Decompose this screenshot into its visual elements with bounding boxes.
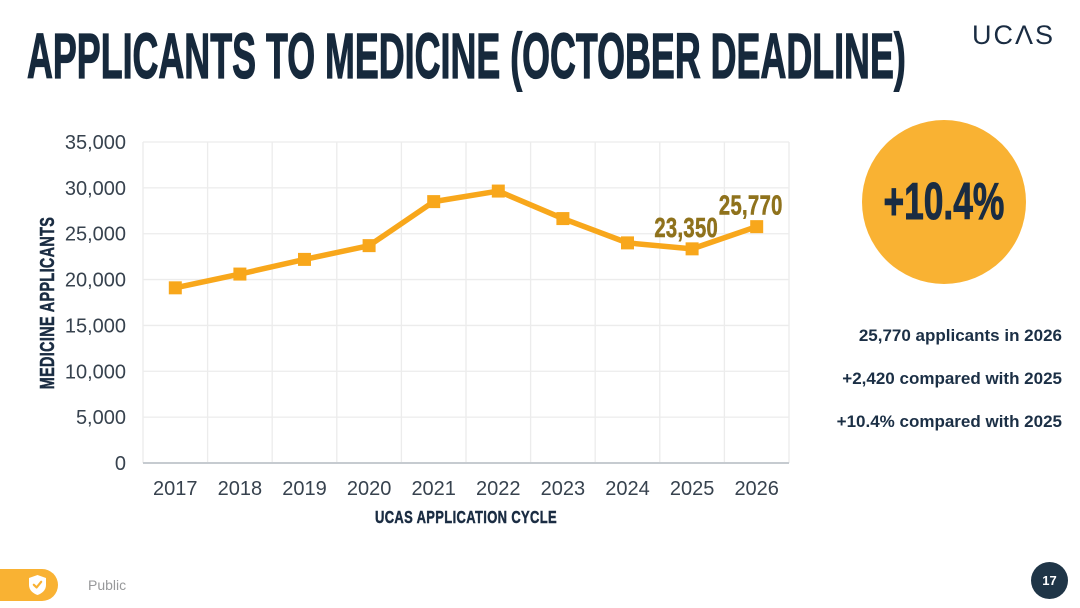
x-tick-label: 2025 xyxy=(670,478,715,500)
y-tick-label: 20,000 xyxy=(65,270,126,292)
y-tick-label: 15,000 xyxy=(65,315,126,337)
x-tick-label: 2023 xyxy=(541,478,586,500)
x-tick-label: 2020 xyxy=(347,478,392,500)
y-tick-label: 25,000 xyxy=(65,224,126,246)
x-tick-label: 2022 xyxy=(476,478,521,500)
x-tick-label: 2017 xyxy=(153,478,198,500)
y-tick-label: 10,000 xyxy=(65,361,126,383)
x-tick-label: 2019 xyxy=(282,478,327,500)
y-tick-label: 30,000 xyxy=(65,178,126,200)
line-series xyxy=(172,188,760,291)
data-point-marker xyxy=(427,195,441,209)
data-point-marker xyxy=(685,242,699,256)
page-number: 17 xyxy=(1031,562,1068,599)
y-tick-label: 5,000 xyxy=(76,407,126,429)
data-point-label: 23,350 xyxy=(654,213,718,244)
y-tick-label: 35,000 xyxy=(65,132,126,154)
x-tick-label: 2024 xyxy=(605,478,650,500)
percent-change-circle: +10.4% xyxy=(862,120,1026,284)
y-axis-title: MEDICINE APPLICANTS xyxy=(36,217,59,390)
y-tick-label: 0 xyxy=(115,453,126,475)
stat-absolute-change: +2,420 compared with 2025 xyxy=(842,369,1062,388)
data-point-marker xyxy=(233,267,247,281)
stat-percent-change: +10.4% compared with 2025 xyxy=(836,412,1062,431)
data-point-marker xyxy=(491,184,505,198)
x-tick-label: 2026 xyxy=(734,478,779,500)
data-point-label: 25,770 xyxy=(719,191,783,222)
data-point-marker xyxy=(750,220,764,234)
data-point-marker xyxy=(556,212,570,226)
summary-stats: 25,770 applicants in 2026 +2,420 compare… xyxy=(742,326,1062,455)
shield-icon xyxy=(29,575,46,595)
x-tick-label: 2021 xyxy=(411,478,456,500)
classification-badge xyxy=(0,569,58,601)
percent-change-value: +10.4% xyxy=(883,173,1005,231)
x-axis-title: UCAS APPLICATION CYCLE xyxy=(375,508,557,528)
data-point-marker xyxy=(621,236,634,250)
classification-label: Public xyxy=(88,577,127,593)
data-point-marker xyxy=(362,239,376,253)
data-point-marker xyxy=(168,281,182,295)
slide-title: APPLICANTS TO MEDICINE (OCTOBER DEADLINE… xyxy=(27,20,907,92)
x-tick-label: 2018 xyxy=(218,478,263,500)
data-point-marker xyxy=(298,252,311,266)
ucas-logo: UCΛS xyxy=(971,20,1055,50)
stat-applicants-2026: 25,770 applicants in 2026 xyxy=(858,326,1062,345)
